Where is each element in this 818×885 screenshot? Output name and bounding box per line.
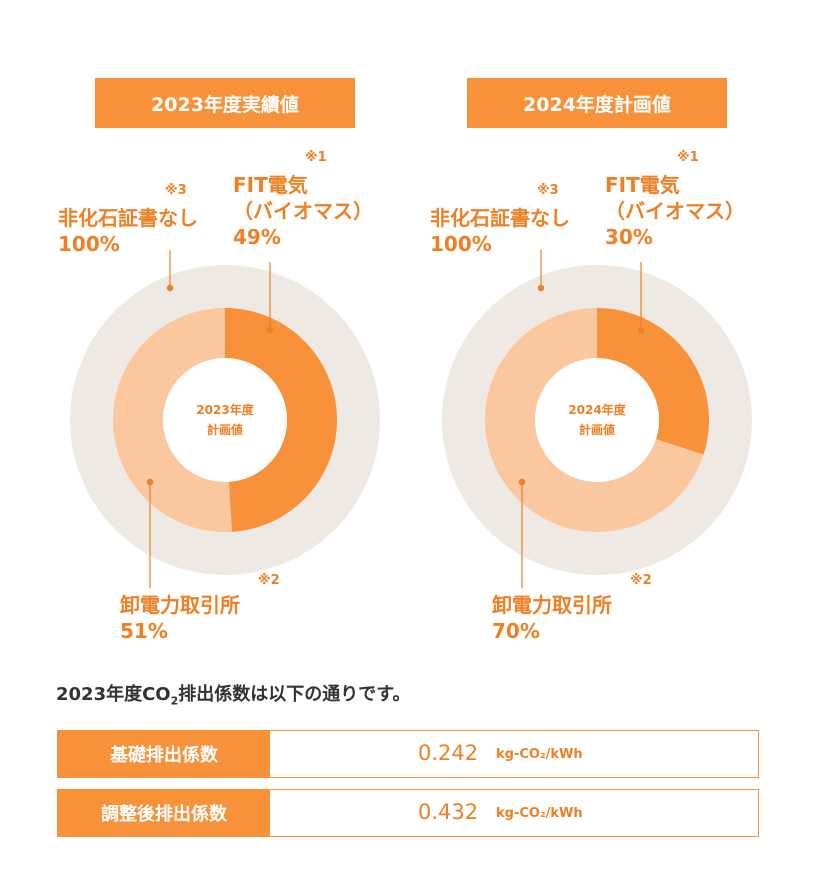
- chart-2-slice-market: [484, 308, 704, 532]
- chart-2-outer-ring-note: ※3: [537, 183, 559, 198]
- basic-emission-value: 0.242: [418, 741, 479, 765]
- emission-intro-text: 2023年度CO2排出係数は以下の通りです。: [56, 684, 411, 708]
- chart-2-outer-ring-dot: [537, 284, 545, 292]
- chart-1-title: 2023年度実績値: [95, 78, 355, 128]
- chart-2-center-label: 2024年度 計画値: [568, 403, 626, 437]
- chart-2-title: 2024年度計画値: [467, 78, 727, 128]
- chart-2-market-dot: [518, 478, 526, 486]
- chart-1-center-label: 2023年度 計画値: [196, 403, 254, 437]
- chart-1-outer-ring-label: 非化石証書なし 100%: [58, 206, 198, 256]
- chart-1-market-dot: [146, 478, 154, 486]
- chart-2-hole: [535, 358, 659, 482]
- chart-2-slice-fit: [597, 308, 709, 455]
- chart-1-market-label: 卸電力取引所 51%: [120, 593, 240, 643]
- chart-2-fit-note: ※1: [677, 150, 699, 165]
- chart-2-fit-label: FIT電気 （バイオマス） 30%: [605, 173, 745, 249]
- chart-1-fit-label: FIT電気 （バイオマス） 49%: [233, 173, 373, 249]
- basic-emission-label: 基礎排出係数: [58, 731, 270, 777]
- chart-2-fit-dot: [637, 326, 645, 334]
- chart-1-fit-note: ※1: [305, 150, 327, 165]
- chart-1-hole: [163, 358, 287, 482]
- chart-1-outer-ring-dot: [166, 284, 174, 292]
- table-row: 調整後排出係数 0.432 kg-CO₂/kWh: [57, 789, 759, 837]
- chart-2-outer-ring-label: 非化石証書なし 100%: [430, 206, 570, 256]
- chart-1-slice-fit: [225, 308, 337, 532]
- adjusted-emission-unit: kg-CO₂/kWh: [496, 806, 583, 821]
- chart-2-market-note: ※2: [630, 573, 652, 588]
- adjusted-emission-value: 0.432: [418, 800, 479, 824]
- chart-1-market-note: ※2: [258, 573, 280, 588]
- basic-emission-unit: kg-CO₂/kWh: [496, 747, 583, 762]
- adjusted-emission-label: 調整後排出係数: [58, 790, 270, 836]
- chart-1-slice-market: [112, 308, 233, 532]
- chart-2-market-label: 卸電力取引所 70%: [492, 593, 612, 643]
- chart-1-fit-dot: [266, 326, 274, 334]
- table-row: 基礎排出係数 0.242 kg-CO₂/kWh: [57, 730, 759, 778]
- chart-1-outer-ring-note: ※3: [165, 183, 187, 198]
